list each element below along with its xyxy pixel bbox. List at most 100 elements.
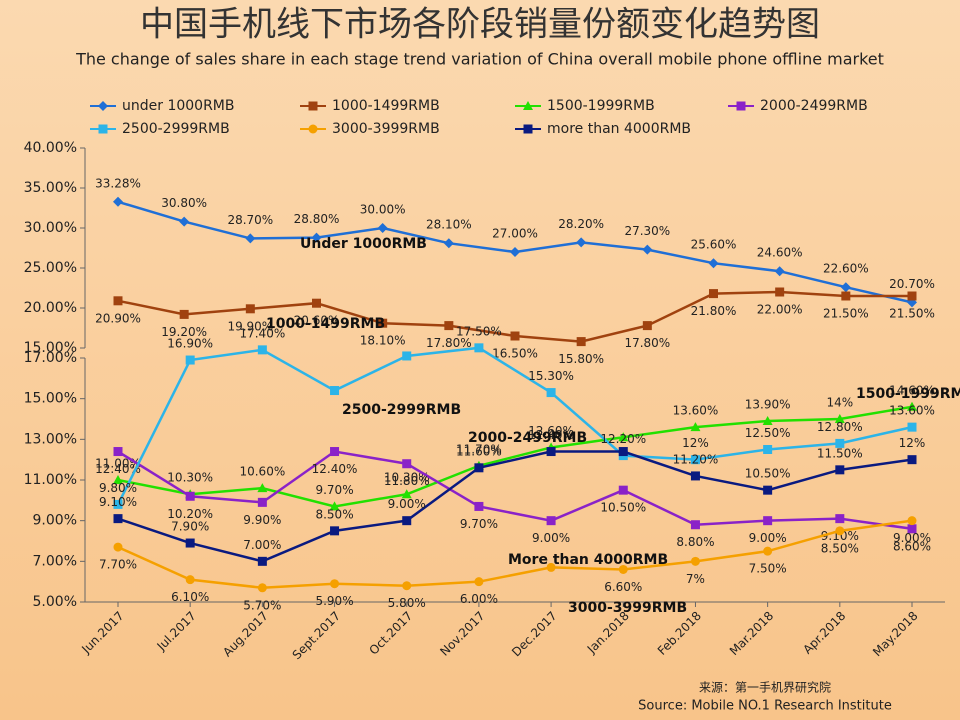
marker bbox=[775, 287, 785, 297]
data-label: 10.30% bbox=[167, 471, 213, 485]
data-label: 33.28% bbox=[95, 176, 141, 190]
data-label: 19.20% bbox=[161, 325, 207, 339]
legend-label: 1500-1999RMB bbox=[547, 98, 655, 114]
marker bbox=[835, 465, 845, 475]
y-tick-label: 7.00% bbox=[33, 553, 77, 569]
data-label: 30.00% bbox=[360, 203, 406, 217]
data-label: 30.80% bbox=[161, 196, 207, 210]
data-label: 20.60% bbox=[294, 314, 340, 328]
marker bbox=[377, 223, 388, 233]
data-label: 16.90% bbox=[167, 337, 213, 351]
y-tick-label: 15.00% bbox=[24, 391, 77, 407]
data-label: 17.80% bbox=[624, 336, 670, 350]
data-label: 12% bbox=[682, 436, 709, 450]
marker bbox=[546, 562, 556, 572]
data-label: 8.80% bbox=[676, 535, 714, 549]
marker bbox=[690, 520, 700, 530]
series-line bbox=[117, 405, 913, 508]
marker bbox=[907, 516, 917, 526]
data-label: 13.90% bbox=[745, 398, 791, 412]
marker bbox=[257, 483, 268, 493]
marker bbox=[840, 282, 851, 293]
data-label: 12.40% bbox=[95, 462, 141, 476]
data-label: 11.50% bbox=[817, 446, 863, 460]
data-label: 5.70% bbox=[243, 598, 281, 612]
marker bbox=[708, 258, 719, 269]
data-label: 9.00% bbox=[893, 531, 931, 545]
data-label: 12.40% bbox=[528, 428, 574, 442]
data-label: 7.50% bbox=[749, 562, 787, 576]
marker bbox=[763, 485, 773, 495]
marker bbox=[618, 564, 628, 574]
marker bbox=[546, 447, 556, 457]
marker bbox=[907, 401, 917, 411]
marker bbox=[907, 291, 917, 301]
legend-label: more than 4000RMB bbox=[547, 121, 691, 137]
data-label: 27.30% bbox=[624, 224, 670, 238]
marker bbox=[308, 101, 318, 111]
data-label: 15.80% bbox=[558, 352, 604, 366]
data-label: 12.60% bbox=[528, 424, 574, 438]
marker bbox=[113, 475, 123, 484]
marker bbox=[618, 432, 629, 442]
y-tick-label: 13.00% bbox=[24, 431, 77, 447]
chart-subtitle: The change of sales share in each stage … bbox=[75, 50, 884, 69]
legend-label: 1000-1499RMB bbox=[332, 98, 440, 114]
marker bbox=[546, 516, 556, 526]
data-label: 9.80% bbox=[99, 481, 137, 495]
data-label: 12.80% bbox=[817, 420, 863, 434]
marker bbox=[98, 124, 108, 134]
data-label: 12.20% bbox=[600, 432, 646, 446]
legend-label: 2000-2499RMB bbox=[760, 98, 868, 114]
annotation: 2500-2999RMB bbox=[342, 402, 461, 418]
annotation: More than 4000RMB bbox=[508, 552, 668, 568]
data-label: 6.10% bbox=[171, 590, 209, 604]
data-label: 14% bbox=[826, 396, 853, 410]
marker bbox=[113, 296, 123, 306]
marker bbox=[98, 101, 108, 111]
marker bbox=[245, 233, 256, 244]
series-line bbox=[117, 450, 913, 531]
marker bbox=[835, 526, 845, 536]
marker bbox=[709, 289, 718, 299]
marker bbox=[523, 101, 533, 110]
annotation: 1000-1499RMB bbox=[266, 316, 385, 332]
marker bbox=[576, 237, 587, 248]
marker bbox=[907, 422, 917, 432]
marker bbox=[402, 459, 412, 469]
marker bbox=[257, 345, 267, 355]
data-label: 28.80% bbox=[294, 212, 340, 226]
marker bbox=[443, 238, 454, 249]
marker bbox=[185, 538, 195, 548]
marker bbox=[308, 124, 318, 134]
marker bbox=[185, 575, 195, 585]
data-label: 11.80% bbox=[384, 474, 430, 488]
data-label: 7.70% bbox=[99, 558, 137, 572]
marker bbox=[311, 232, 322, 243]
marker bbox=[690, 556, 700, 566]
y-tick-label: 17.00% bbox=[24, 350, 77, 366]
data-label: 9.00% bbox=[749, 531, 787, 545]
source-en: Source: Mobile NO.1 Research Institute bbox=[638, 699, 892, 714]
data-label: 9.70% bbox=[315, 483, 353, 497]
data-label: 20.90% bbox=[95, 311, 141, 325]
data-label: 10.50% bbox=[600, 501, 646, 515]
marker bbox=[113, 514, 123, 524]
marker bbox=[690, 471, 700, 481]
marker bbox=[474, 501, 484, 511]
series-line bbox=[117, 450, 913, 563]
series-line bbox=[116, 346, 913, 505]
marker bbox=[474, 343, 484, 353]
marker bbox=[402, 351, 412, 361]
y-tick-label: 25.00% bbox=[24, 260, 77, 276]
data-label: 22.60% bbox=[823, 262, 869, 276]
data-label: 12.40% bbox=[312, 462, 358, 476]
data-label: 27.00% bbox=[492, 227, 538, 241]
marker bbox=[113, 196, 123, 207]
legend-label: under 1000RMB bbox=[122, 98, 235, 114]
marker bbox=[330, 579, 340, 589]
data-label: 10.60% bbox=[239, 465, 285, 479]
data-label: 28.10% bbox=[426, 218, 472, 232]
marker bbox=[402, 516, 412, 526]
marker bbox=[763, 546, 773, 556]
